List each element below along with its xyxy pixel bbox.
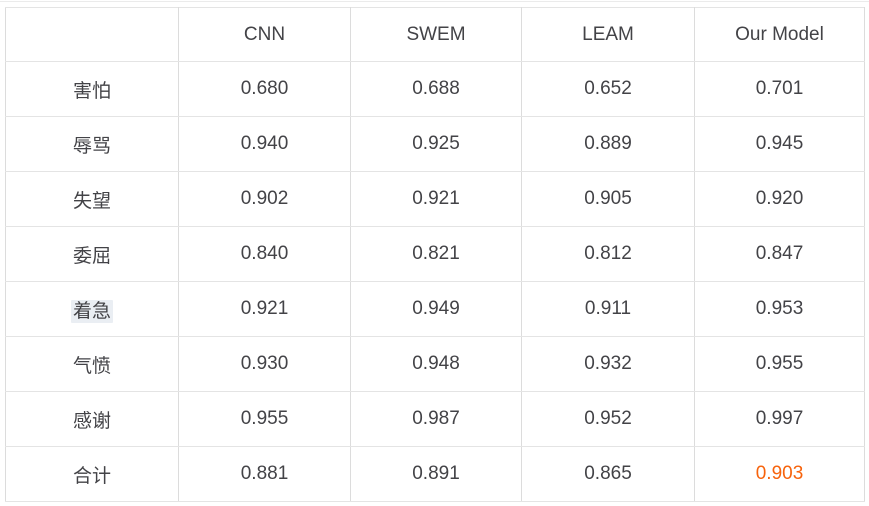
value-cell: 0.997 (694, 391, 865, 447)
value-cell: 0.921 (178, 281, 351, 337)
value-cell: 0.940 (178, 116, 351, 172)
table-body: 害怕 0.680 0.688 0.652 0.701 辱骂 0.940 0.925 0.889 0… (5, 61, 865, 502)
value-cell: 0.652 (521, 61, 695, 117)
row-label-text: 着急 (70, 299, 113, 323)
row-label-text: 委屈 (72, 245, 111, 267)
model-comparison-table: CNN SWEM LEAM Our Model 害怕 0.680 0.688 0.652 0.… (5, 7, 865, 502)
value-cell: 0.949 (350, 281, 522, 337)
top-divider (0, 1, 869, 2)
value-cell: 0.881 (178, 446, 351, 502)
row-label-text: 合计 (72, 465, 111, 487)
table-row: 着急 0.921 0.949 0.911 0.953 (5, 281, 865, 337)
table-row: 合计 0.881 0.891 0.865 0.903 (5, 446, 865, 502)
table-row: 委屈 0.840 0.821 0.812 0.847 (5, 226, 865, 282)
value-cell: 0.840 (178, 226, 351, 282)
corner-header-cell (5, 7, 179, 62)
value-cell: 0.948 (350, 336, 522, 392)
value-cell: 0.821 (350, 226, 522, 282)
table-row: 失望 0.902 0.921 0.905 0.920 (5, 171, 865, 227)
table-row: 辱骂 0.940 0.925 0.889 0.945 (5, 116, 865, 172)
row-label-cell: 气愤 (5, 336, 179, 392)
value-cell: 0.902 (178, 171, 351, 227)
value-cell: 0.903 (694, 446, 865, 502)
column-header-our-model: Our Model (694, 7, 865, 62)
table-header: CNN SWEM LEAM Our Model (5, 7, 865, 62)
value-cell: 0.865 (521, 446, 695, 502)
value-cell: 0.955 (694, 336, 865, 392)
value-cell: 0.945 (694, 116, 865, 172)
value-cell: 0.920 (694, 171, 865, 227)
row-label-cell: 着急 (5, 281, 179, 337)
value-cell: 0.905 (521, 171, 695, 227)
row-label-cell: 合计 (5, 446, 179, 502)
value-cell: 0.953 (694, 281, 865, 337)
table-row: 感谢 0.955 0.987 0.952 0.997 (5, 391, 865, 447)
value-cell: 0.847 (694, 226, 865, 282)
row-label-text: 辱骂 (72, 135, 111, 157)
column-header-cnn: CNN (178, 7, 351, 62)
row-label-text: 害怕 (72, 80, 111, 102)
row-label-cell: 失望 (5, 171, 179, 227)
row-label-cell: 感谢 (5, 391, 179, 447)
value-cell: 0.889 (521, 116, 695, 172)
column-header-swem: SWEM (350, 7, 522, 62)
value-cell: 0.987 (350, 391, 522, 447)
value-cell: 0.911 (521, 281, 695, 337)
value-cell: 0.701 (694, 61, 865, 117)
value-cell: 0.891 (350, 446, 522, 502)
table-row: 害怕 0.680 0.688 0.652 0.701 (5, 61, 865, 117)
header-row: CNN SWEM LEAM Our Model (5, 7, 865, 62)
column-header-leam: LEAM (521, 7, 695, 62)
table-row: 气愤 0.930 0.948 0.932 0.955 (5, 336, 865, 392)
row-label-cell: 辱骂 (5, 116, 179, 172)
value-cell: 0.680 (178, 61, 351, 117)
value-cell: 0.930 (178, 336, 351, 392)
value-cell: 0.955 (178, 391, 351, 447)
value-cell: 0.812 (521, 226, 695, 282)
value-cell: 0.921 (350, 171, 522, 227)
row-label-text: 气愤 (72, 355, 111, 377)
row-label-cell: 害怕 (5, 61, 179, 117)
row-label-cell: 委屈 (5, 226, 179, 282)
row-label-text: 感谢 (72, 410, 111, 432)
value-cell: 0.952 (521, 391, 695, 447)
value-cell: 0.932 (521, 336, 695, 392)
row-label-text: 失望 (72, 190, 111, 212)
value-cell: 0.925 (350, 116, 522, 172)
value-cell: 0.688 (350, 61, 522, 117)
